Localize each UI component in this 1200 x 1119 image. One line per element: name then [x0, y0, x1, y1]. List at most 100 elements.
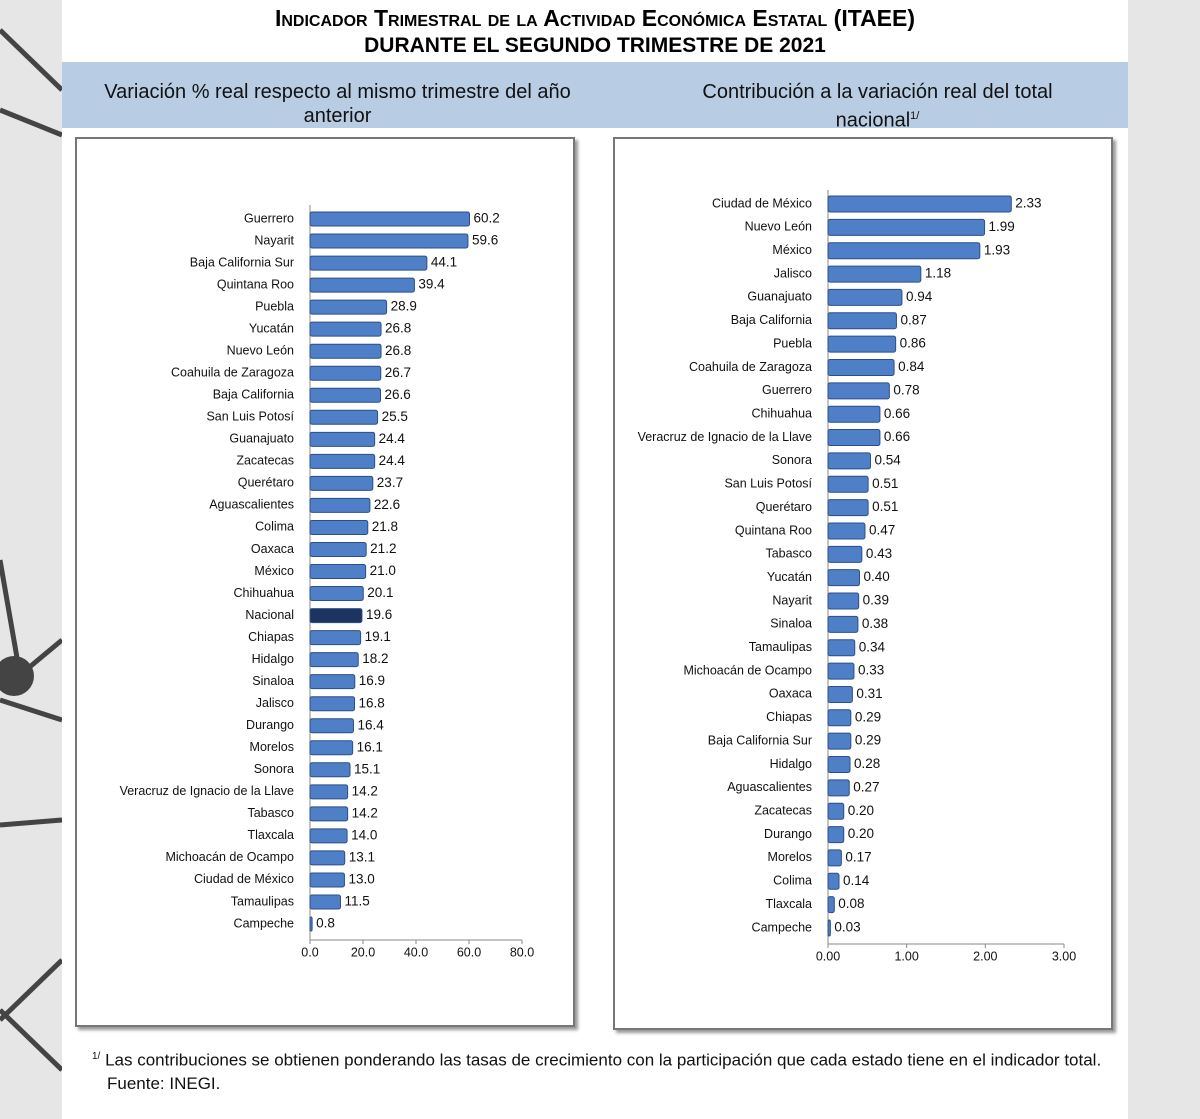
y-tick-label: Quintana Roo [735, 523, 812, 537]
bar [827, 499, 869, 517]
footnote-marker: 1/ [92, 1051, 101, 1062]
bar [309, 586, 364, 602]
bar [309, 630, 362, 646]
y-tick-label: Tlaxcala [247, 828, 294, 842]
value-label: 0.28 [854, 756, 880, 771]
bar [827, 639, 856, 657]
value-label: 0.51 [872, 476, 898, 491]
y-tick-label: Querétaro [238, 476, 294, 490]
y-tick-label: Veracruz de Ignacio de la Llave [120, 784, 294, 798]
panel-title: Variación % real respecto al mismo trime… [104, 81, 571, 127]
bar [309, 277, 415, 293]
y-tick-label: Coahuila de Zaragoza [689, 360, 812, 374]
y-tick-label: Oaxaca [251, 542, 294, 556]
value-label: 14.2 [352, 805, 378, 820]
bar [309, 497, 371, 513]
y-tick-label: México [772, 243, 812, 257]
y-tick-label: Tabasco [765, 547, 812, 561]
bar [309, 784, 349, 800]
value-label: 11.5 [344, 894, 369, 909]
bar [309, 894, 341, 910]
x-tick-label: 20.0 [351, 945, 375, 959]
y-tick-label: Nuevo León [745, 220, 812, 234]
value-label: 0.03 [834, 920, 860, 935]
y-tick-label: Sinaloa [770, 617, 812, 631]
value-label: 21.2 [370, 541, 396, 556]
bar [309, 762, 351, 778]
value-label: 0.94 [906, 289, 933, 304]
bar [827, 545, 863, 563]
value-label: 44.1 [431, 255, 457, 270]
bar [827, 405, 881, 423]
bar [827, 382, 890, 400]
y-tick-label: Tamaulipas [749, 640, 812, 654]
y-tick-label: Puebla [773, 336, 812, 350]
value-label: 15.1 [354, 761, 380, 776]
subtitle: DURANTE EL SEGUNDO TRIMESTRE DE 2021 [364, 34, 826, 57]
header-band [62, 62, 1128, 128]
y-tick-label: Hidalgo [770, 757, 812, 771]
y-tick-label: Michoacán de Ocampo [683, 663, 812, 677]
y-tick-label: Colima [773, 874, 812, 888]
bar [309, 541, 367, 557]
value-label: 1.93 [984, 242, 1010, 257]
y-tick-label: Baja California [731, 313, 812, 327]
value-label: 25.5 [382, 409, 408, 424]
y-tick-label: Aguascalientes [209, 498, 294, 512]
bar [309, 608, 363, 624]
bar [309, 696, 356, 712]
bar [309, 872, 345, 888]
x-tick-label: 0.00 [816, 949, 840, 963]
value-label: 16.1 [357, 739, 383, 754]
bar [827, 779, 850, 797]
bar [827, 615, 859, 633]
y-tick-label: Morelos [250, 740, 294, 754]
value-label: 0.43 [866, 546, 892, 561]
bar [309, 718, 354, 734]
value-label: 16.8 [359, 695, 385, 710]
bar [827, 429, 881, 447]
bar [827, 195, 1012, 213]
bar [309, 299, 388, 315]
panel-title-text: Contribución a la variación real del tot… [702, 81, 1053, 132]
y-tick-label: San Luis Potosí [724, 477, 812, 491]
y-tick-label: Oaxaca [769, 687, 812, 701]
y-tick-label: Sonora [772, 453, 812, 467]
y-tick-label: Hidalgo [252, 652, 294, 666]
decor [0, 28, 62, 1072]
value-label: 13.0 [348, 872, 374, 887]
y-tick-label: Chiapas [766, 710, 812, 724]
bar [309, 564, 367, 579]
value-label: 0.14 [843, 873, 870, 888]
x-tick-label: 3.00 [1052, 949, 1076, 963]
bar [309, 255, 428, 271]
y-tick-label: Yucatán [767, 570, 812, 584]
y-tick-label: Coahuila de Zaragoza [171, 366, 294, 380]
bar [827, 218, 986, 236]
bar [827, 872, 840, 890]
title-note: 1/ [910, 110, 920, 122]
y-tick-label: Campeche [234, 916, 294, 930]
bar [309, 519, 369, 535]
value-label: 0.54 [874, 452, 901, 467]
bar [309, 211, 471, 227]
y-tick-label: México [254, 564, 294, 578]
bar [827, 242, 981, 260]
bar [827, 592, 860, 610]
value-label: 0.84 [898, 359, 925, 374]
y-tick-label: Aguascalientes [727, 780, 812, 794]
y-tick-label: Sonora [254, 762, 294, 776]
value-label: 23.7 [377, 475, 403, 490]
y-tick-label: Chihuahua [234, 586, 295, 600]
value-label: 1.99 [989, 219, 1015, 234]
value-label: 0.39 [863, 593, 889, 608]
value-label: 28.9 [391, 299, 417, 314]
y-tick-label: Nuevo León [227, 343, 294, 357]
y-tick-label: Michoacán de Ocampo [165, 850, 294, 864]
bar [827, 685, 853, 703]
value-label: 26.6 [384, 387, 410, 402]
y-tick-label: Baja California Sur [708, 733, 812, 747]
y-tick-label: Campeche [752, 920, 812, 934]
